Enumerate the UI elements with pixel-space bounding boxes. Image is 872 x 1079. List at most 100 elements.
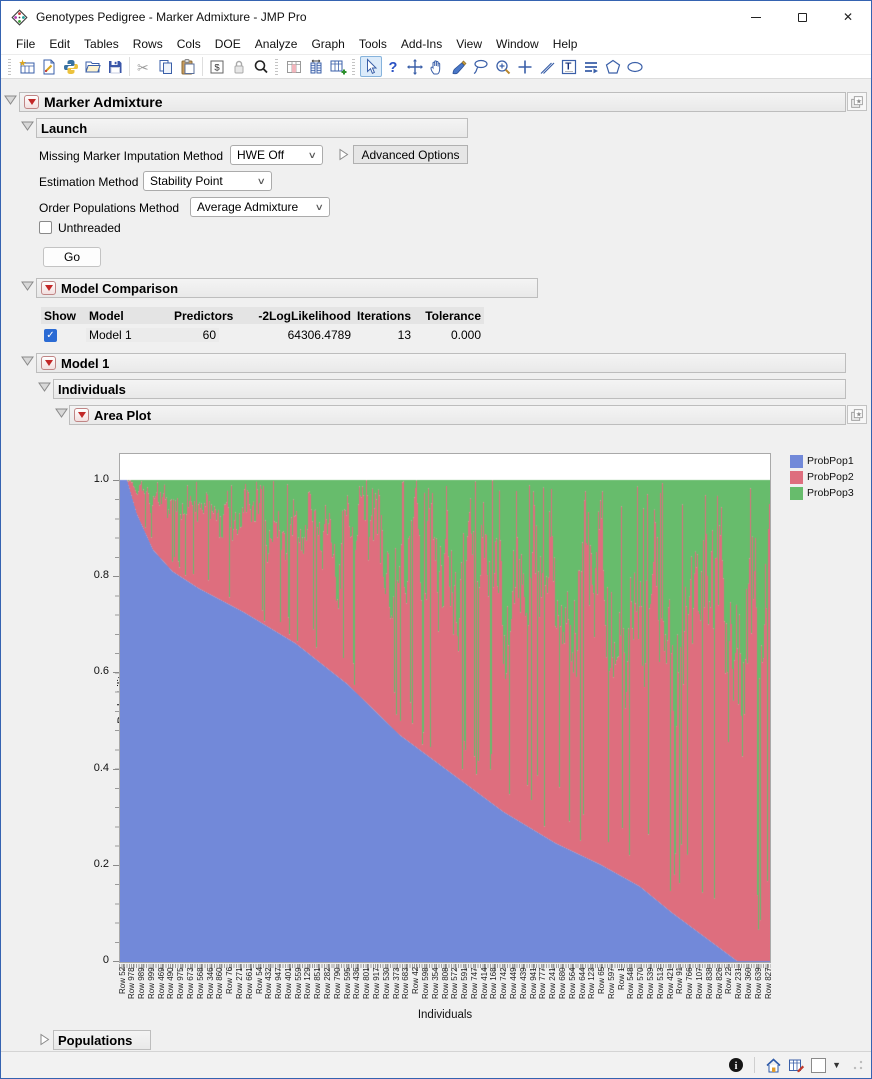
menu-file[interactable]: File [16, 36, 36, 51]
new-data-table-icon[interactable]: ★ [16, 56, 38, 77]
move-tool-icon[interactable] [404, 56, 426, 77]
toolbar-drag-handle[interactable] [275, 58, 278, 75]
advanced-options-button[interactable]: Advanced Options [353, 145, 468, 164]
save-icon[interactable] [104, 56, 126, 77]
jmp-app-icon [11, 8, 28, 26]
paste-icon[interactable] [177, 56, 199, 77]
lock-icon[interactable] [228, 56, 250, 77]
menu-analyze[interactable]: Analyze [254, 36, 298, 51]
annotate-tool-icon[interactable]: T [558, 56, 580, 77]
menu-tools[interactable]: Tools [358, 36, 387, 51]
estimation-method-dropdown[interactable]: Stability Point ∨ [143, 171, 272, 191]
area-plot-frame[interactable] [119, 453, 771, 963]
lines-tool-icon[interactable] [580, 56, 602, 77]
x-axis-title: Individuals [417, 1009, 473, 1021]
report-table-icon[interactable]: ★ [847, 92, 867, 111]
zoom-tool-icon[interactable] [492, 56, 514, 77]
order-populations-dropdown[interactable]: Average Admixture ∨ [190, 197, 330, 217]
toolbar: ★ ✂ $? T [1, 54, 871, 79]
x-tick-label: Row 661 [244, 967, 254, 999]
disclosure-closed-advanced[interactable] [338, 148, 349, 161]
red-triangle-menu-model-1[interactable] [41, 356, 56, 370]
cut-icon[interactable]: ✂ [133, 56, 155, 77]
y-tick-mark [113, 672, 119, 674]
menu-tables[interactable]: Tables [84, 36, 119, 51]
disclosure-open-individuals[interactable] [38, 381, 51, 393]
x-tick-label: Row 639 [753, 967, 763, 999]
menu-doe[interactable]: DOE [214, 36, 241, 51]
minimize-button[interactable] [733, 1, 779, 33]
oval-tool-icon[interactable] [624, 56, 646, 77]
menu-addins[interactable]: Add-Ins [400, 36, 443, 51]
estimation-method-label: Estimation Method [39, 175, 139, 189]
resize-grip[interactable] [853, 1060, 863, 1070]
add-table-icon[interactable] [327, 56, 349, 77]
show-checkbox[interactable]: ✓ [44, 328, 57, 342]
red-triangle-menu-model-comparison[interactable] [41, 281, 56, 295]
section-populations[interactable]: Populations [53, 1030, 151, 1050]
section-individuals[interactable]: Individuals [53, 379, 846, 399]
y-tick-label: 0.8 [93, 569, 109, 582]
copy-icon[interactable] [155, 56, 177, 77]
scalpel-tool-icon[interactable] [536, 56, 558, 77]
menu-cols[interactable]: Cols [176, 36, 201, 51]
section-marker-admixture[interactable]: Marker Admixture [19, 92, 846, 112]
close-icon: ✕ [842, 10, 854, 24]
disclosure-open-model-1[interactable] [21, 355, 34, 367]
disclosure-open-area-plot[interactable] [55, 407, 68, 419]
toolbar-drag-handle[interactable] [8, 58, 11, 75]
new-script-icon[interactable] [38, 56, 60, 77]
red-triangle-menu-area-plot[interactable] [74, 408, 89, 422]
y-tick-label: 0.6 [93, 665, 109, 678]
brush-tool-icon[interactable] [448, 56, 470, 77]
section-model-1[interactable]: Model 1 [36, 353, 846, 373]
section-area-plot[interactable]: Area Plot [69, 405, 846, 425]
disclosure-open-model-comparison[interactable] [21, 280, 34, 292]
maximize-button[interactable] [779, 1, 825, 33]
section-model-comparison[interactable]: Model Comparison [36, 278, 538, 298]
menu-view[interactable]: View [456, 36, 482, 51]
crosshair-tool-icon[interactable] [514, 56, 536, 77]
disclosure-open-marker-admixture[interactable] [4, 94, 17, 106]
window-columns-icon[interactable] [305, 56, 327, 77]
legend-entry[interactable]: ProbPop2 [790, 469, 854, 485]
table-cell: ✓ [41, 327, 86, 342]
disclosure-closed-populations[interactable] [39, 1033, 50, 1046]
legend-swatch-icon [790, 470, 803, 484]
close-button[interactable]: ✕ [825, 1, 871, 33]
window-list-caret-icon[interactable]: ▼ [832, 1060, 841, 1070]
search-icon[interactable] [250, 56, 272, 77]
toolbar-drag-handle[interactable] [352, 58, 355, 75]
section-launch[interactable]: Launch [36, 118, 468, 138]
legend-label: ProbPop2 [807, 471, 854, 483]
formula-box-icon[interactable]: $ [206, 56, 228, 77]
unthreaded-checkbox[interactable] [39, 221, 52, 234]
lasso-tool-icon[interactable] [470, 56, 492, 77]
x-tick-label: Row 777 [538, 967, 548, 999]
window-list-button[interactable] [811, 1057, 827, 1073]
python-icon[interactable] [60, 56, 82, 77]
stacked-area-chart[interactable] [120, 454, 770, 962]
legend-entry[interactable]: ProbPop3 [790, 485, 854, 501]
journal-icon[interactable] [788, 1057, 805, 1074]
menu-edit[interactable]: Edit [49, 36, 71, 51]
menu-rows[interactable]: Rows [132, 36, 163, 51]
menu-graph[interactable]: Graph [311, 36, 345, 51]
go-button[interactable]: Go [43, 247, 101, 267]
disclosure-open-launch[interactable] [21, 120, 34, 132]
menu-help[interactable]: Help [552, 36, 578, 51]
polygon-tool-icon[interactable] [602, 56, 624, 77]
open-icon[interactable] [82, 56, 104, 77]
red-triangle-menu-marker-admixture[interactable] [24, 95, 39, 109]
data-grid-icon[interactable] [283, 56, 305, 77]
select-arrow-icon[interactable] [360, 56, 382, 77]
legend-entry[interactable]: ProbPop1 [790, 453, 854, 469]
missing-imputation-dropdown[interactable]: HWE Off ∨ [230, 145, 323, 165]
info-icon[interactable]: i [728, 1057, 744, 1073]
home-icon[interactable] [765, 1057, 782, 1074]
help-icon[interactable]: ? [382, 56, 404, 77]
svg-text:★: ★ [856, 97, 862, 105]
report-table-icon[interactable]: ★ [847, 405, 867, 424]
menu-window[interactable]: Window [496, 36, 539, 51]
hand-tool-icon[interactable] [426, 56, 448, 77]
